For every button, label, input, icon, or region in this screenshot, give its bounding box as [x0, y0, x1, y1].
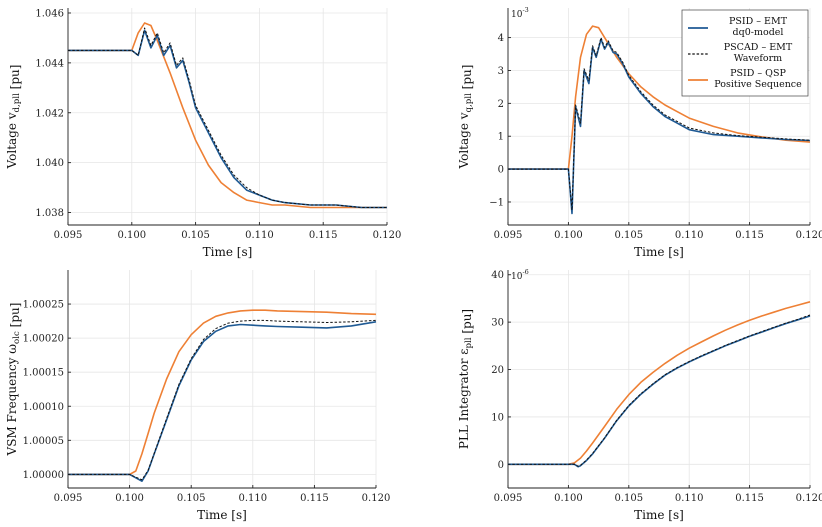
series-line-pscad-emt [508, 314, 811, 467]
x-tick-label: 0.115 [309, 230, 338, 241]
x-tick-label: 0.100 [554, 230, 583, 241]
y-tick-label: 1.00015 [23, 368, 64, 379]
series-line-psid-emt [508, 38, 811, 215]
y-axis-label: Voltage vd,pll [pu] [5, 65, 22, 170]
x-axis-label: Time [s] [634, 245, 684, 259]
x-tick-label: 0.105 [181, 230, 210, 241]
series-line-psid-qsp [68, 22, 387, 209]
y-tick-label: 0 [498, 165, 504, 176]
x-tick-label: 0.115 [735, 230, 764, 241]
series-line-psid-qsp [508, 25, 811, 170]
x-tick-label: 0.110 [675, 230, 704, 241]
y-exponent-label: 10-6 [511, 268, 529, 282]
y-tick-label: 40 [491, 270, 504, 281]
series-line-pscad-emt [68, 319, 377, 481]
series-line-psid-qsp [508, 301, 811, 466]
y-tick-label: 1 [498, 132, 504, 143]
y-tick-label: 1.046 [35, 8, 64, 19]
x-tick-label: 0.110 [238, 493, 267, 504]
y-tick-label: 1.044 [35, 58, 64, 69]
x-tick-label: 0.115 [735, 493, 764, 504]
y-tick-label: 2 [498, 99, 504, 110]
y-tick-label: 4 [498, 33, 504, 44]
x-tick-label: 0.115 [300, 493, 329, 504]
y-tick-label: −1 [489, 197, 504, 208]
y-axis-label: Voltage vq,pll [pu] [457, 65, 474, 170]
series-line-psid-emt [68, 321, 377, 483]
x-axis-label: Time [s] [203, 245, 253, 259]
x-tick-label: 0.120 [796, 493, 822, 504]
x-axis-label: Time [s] [634, 508, 684, 522]
y-axis-label: PLL Integrator εpll [pu] [457, 309, 474, 449]
series-line-psid-emt [68, 29, 387, 209]
x-tick-label: 0.110 [675, 493, 704, 504]
x-tick-label: 0.105 [614, 230, 643, 241]
chart-panel-4: 0.095 0.100 0.105 0.110 0.115 0.120 0 10 20 30 40 1… [457, 268, 822, 522]
x-tick-label: 0.105 [177, 493, 206, 504]
x-axis-label: Time [s] [197, 508, 247, 522]
x-tick-label: 0.100 [117, 230, 146, 241]
legend-label-line1: PSID – EMT [729, 16, 788, 27]
y-tick-label: 1.00000 [23, 470, 64, 481]
y-tick-label: 20 [491, 365, 504, 376]
x-tick-label: 0.120 [373, 230, 402, 241]
x-tick-label: 0.110 [245, 230, 274, 241]
legend-label-line2: Waveform [734, 53, 782, 64]
y-tick-label: 1.00010 [23, 402, 64, 413]
x-tick-label: 0.100 [115, 493, 144, 504]
chart-panel-1: 0.095 0.100 0.105 0.110 0.115 0.120 1.038 1.040… [5, 8, 401, 259]
y-tick-label: 3 [498, 66, 504, 77]
legend-label-line1: PSID – QSP [730, 68, 786, 79]
y-axis-label: VSM Frequency ωolc [pu] [5, 303, 22, 457]
x-tick-label: 0.095 [54, 230, 83, 241]
chart-panel-3: 0.095 0.100 0.105 0.110 0.115 0.120 1.00000 1.0… [5, 270, 390, 522]
series-line-pscad-emt [508, 37, 811, 211]
x-tick-label: 0.120 [796, 230, 822, 241]
x-tick-label: 0.095 [494, 493, 523, 504]
legend-label-line2: dq0-model [733, 27, 784, 38]
x-tick-label: 0.120 [362, 493, 391, 504]
x-tick-label: 0.095 [54, 493, 83, 504]
series-line-psid-emt [508, 315, 811, 468]
legend-label-line2: Positive Sequence [714, 79, 802, 90]
x-tick-label: 0.100 [554, 493, 583, 504]
chart-panel-2: 0.095 0.100 0.105 0.110 0.115 0.120 −1 0 1 2 3 4 10-… [457, 6, 822, 259]
y-tick-label: 1.00005 [23, 436, 64, 447]
y-tick-label: 10 [491, 412, 504, 423]
y-tick-label: 1.00020 [23, 334, 64, 345]
y-exponent-label: 10-3 [511, 6, 529, 20]
y-tick-label: 1.038 [35, 208, 64, 219]
legend-label-line1: PSCAD – EMT [724, 42, 793, 53]
x-tick-label: 0.095 [494, 230, 523, 241]
series-line-psid-qsp [68, 309, 377, 476]
y-tick-label: 1.042 [35, 108, 64, 119]
series-line-pscad-emt [68, 27, 387, 208]
y-tick-label: 30 [491, 318, 504, 329]
y-tick-label: 1.00025 [23, 300, 64, 311]
x-tick-label: 0.105 [614, 493, 643, 504]
y-tick-label: 0 [498, 460, 504, 471]
legend-box [681, 9, 809, 97]
y-tick-label: 1.040 [35, 158, 64, 169]
